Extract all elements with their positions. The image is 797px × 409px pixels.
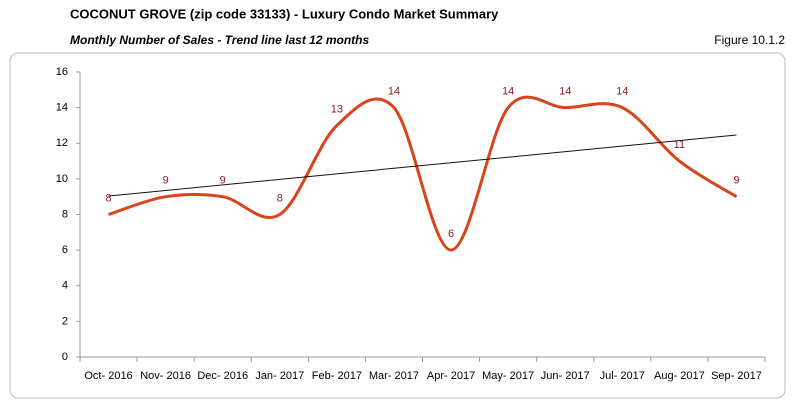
data-label: 14 xyxy=(502,86,514,98)
data-label: 9 xyxy=(163,175,169,187)
x-tick-label: Jan- 2017 xyxy=(255,370,304,382)
line-series xyxy=(108,95,738,252)
data-label: 14 xyxy=(616,86,628,98)
trend-line xyxy=(108,134,737,197)
y-tick-label: 0 xyxy=(62,351,68,363)
x-tick-label: Mar- 2017 xyxy=(369,370,419,382)
data-label: 9 xyxy=(733,175,739,187)
x-tick-label: Jun- 2017 xyxy=(541,370,590,382)
x-tick-label: Oct- 2016 xyxy=(84,370,132,382)
data-label: 14 xyxy=(388,86,400,98)
chart-title: COCONUT GROVE (zip code 33133) - Luxury … xyxy=(70,6,499,21)
x-tick-label: Nov- 2016 xyxy=(140,370,191,382)
y-tick-label: 8 xyxy=(62,208,68,220)
x-tick-label: Dec- 2016 xyxy=(197,370,248,382)
y-tick-label: 16 xyxy=(56,66,68,78)
figure-label: Figure 10.1.2 xyxy=(714,33,785,47)
data-label: 14 xyxy=(559,86,571,98)
y-tick-label: 2 xyxy=(62,315,68,327)
x-tick-label: May- 2017 xyxy=(482,370,534,382)
chart-frame xyxy=(9,52,786,399)
data-label: 8 xyxy=(277,192,283,204)
y-tick-label: 4 xyxy=(62,280,68,292)
x-tick-label: Jul- 2017 xyxy=(600,370,645,382)
data-label: 13 xyxy=(331,103,343,115)
data-label: 11 xyxy=(674,139,685,151)
y-tick-label: 12 xyxy=(56,137,68,149)
y-tick-label: 10 xyxy=(56,173,68,185)
data-label: 9 xyxy=(220,175,226,187)
x-tick-label: Apr- 2017 xyxy=(427,370,475,382)
y-tick-label: 14 xyxy=(56,102,68,114)
data-label: 6 xyxy=(448,228,454,240)
y-tick-label: 6 xyxy=(62,244,68,256)
x-tick-label: Sep- 2017 xyxy=(711,370,762,382)
x-tick-label: Feb- 2017 xyxy=(312,370,362,382)
chart-subtitle: Monthly Number of Sales - Trend line las… xyxy=(70,33,369,47)
x-tick-label: Aug- 2017 xyxy=(654,370,705,382)
data-label: 8 xyxy=(105,192,111,204)
